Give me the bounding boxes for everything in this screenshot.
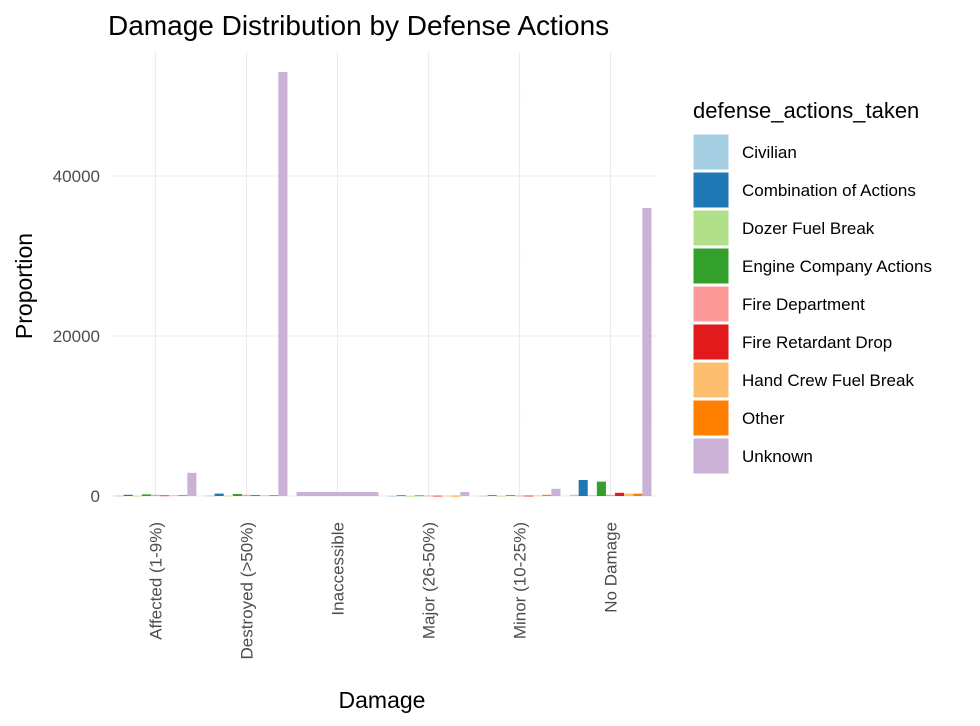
legend-key [692,209,730,247]
legend-title: defense_actions_taken [693,98,919,123]
legend-label: Other [742,409,785,428]
bar-other [633,493,643,496]
bar-fire-department [514,495,525,497]
bar-combination-of-actions [487,495,497,496]
bar-combination-of-actions [214,493,224,496]
bar-combination-of-actions [578,480,588,496]
legend-label: Civilian [742,143,797,162]
x-tick-label: No Damage [602,522,621,613]
plot-grid [110,52,656,497]
bar-fire-department [423,495,434,497]
legend-key [692,437,730,475]
bar-hand-crew-fuel-break [442,495,452,497]
x-tick-label: Major (26-50%) [420,522,439,639]
bar-civilian [569,494,579,496]
legend-label: Hand Crew Fuel Break [742,371,914,390]
y-tick-label: 20000 [53,327,100,346]
bar-unknown [278,72,288,496]
legend-key [692,361,730,399]
legend-key [692,285,730,323]
bar-fire-department [241,494,252,496]
bar-civilian [114,495,124,497]
legend-label: Fire Department [742,295,865,314]
bar-fire-retardant-drop [524,495,534,497]
bars [114,72,652,497]
x-axis-ticks: Affected (1-9%) Destroyed (>50%) Inaccessi… [147,522,621,659]
y-axis-title: Proportion [11,233,37,339]
bar-dozer-fuel-break [132,495,142,497]
bar-dozer-fuel-break [587,495,597,496]
legend-label: Engine Company Actions [742,257,932,276]
bar-unknown [551,488,561,496]
legend-key [692,171,730,209]
legend-key [692,323,730,361]
bar-combination-of-actions [396,495,406,497]
bar-unknown [187,472,197,496]
bar-hand-crew-fuel-break [533,495,543,497]
bar-fire-department [150,494,161,496]
bar-hand-crew-fuel-break [260,495,270,496]
bar-civilian [387,495,397,497]
legend-key [692,399,730,437]
chart-title: Damage Distribution by Defense Actions [108,10,609,41]
bar-engine-company-actions [414,495,424,497]
bar-other [542,494,552,496]
bar-engine-company-actions [232,494,242,496]
bar-fire-retardant-drop [160,495,170,497]
x-tick-label: Minor (10-25%) [511,522,530,639]
bar-hand-crew-fuel-break [624,493,634,496]
bar-fire-retardant-drop [433,495,443,497]
bar-other [269,495,279,496]
legend-label: Fire Retardant Drop [742,333,892,352]
x-tick-label: Affected (1-9%) [147,522,166,640]
x-tick-label: Inaccessible [329,522,348,616]
bar-civilian [478,495,488,497]
bar-engine-company-actions [141,494,151,496]
bar-hand-crew-fuel-break [169,495,179,496]
bar-fire-retardant-drop [251,495,261,496]
y-tick-label: 40000 [53,167,100,186]
bar-dozer-fuel-break [405,495,415,497]
bar-fire-retardant-drop [615,492,625,496]
bar-combination-of-actions [123,494,133,496]
bar-unknown [296,492,379,496]
bar-civilian [205,495,215,497]
bar-other [178,495,188,496]
bar-dozer-fuel-break [223,495,233,497]
legend-key [692,133,730,171]
bar-unknown [460,492,470,496]
legend: defense_actions_taken Civilian Combinatio… [692,98,932,475]
legend-label: Combination of Actions [742,181,916,200]
bar-fire-department [605,494,616,496]
bar-dozer-fuel-break [496,495,506,497]
legend-label: Dozer Fuel Break [742,219,875,238]
bar-unknown [642,208,652,496]
x-tick-label: Destroyed (>50%) [238,522,257,659]
bar-other [451,495,461,497]
bar-engine-company-actions [505,495,515,496]
x-axis-title: Damage [339,687,426,713]
legend-label: Unknown [742,447,813,466]
bar-engine-company-actions [596,481,606,496]
y-axis-ticks: 0 20000 40000 [53,167,100,506]
legend-items: Civilian Combination of Actions Dozer Fuel… [692,133,932,475]
y-tick-label: 0 [91,487,100,506]
legend-key [692,247,730,285]
